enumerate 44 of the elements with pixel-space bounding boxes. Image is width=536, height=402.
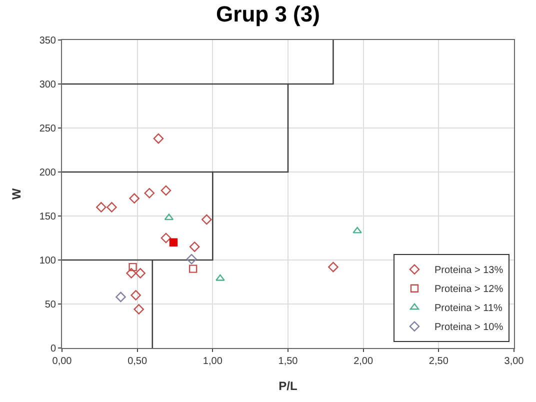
x-tick-label: 2,50 [428,356,449,367]
legend-label: Proteina > 11% [434,303,503,314]
legend-label: Proteina > 13% [434,265,504,276]
y-tick-label: 300 [39,80,56,90]
chart-title: Grup 3 (3) [216,1,320,26]
x-axis-title: P/L [278,378,298,393]
point [130,290,141,300]
point [160,185,172,196]
y-tick-label: 350 [39,36,56,46]
point [106,202,117,212]
y-tick-label: 50 [44,300,56,310]
point [189,242,200,252]
point [188,264,198,273]
point [129,193,140,204]
point [153,133,164,144]
y-tick-label: 100 [39,256,56,266]
point [169,238,178,246]
x-tick-label: 0,50 [128,356,148,367]
y-tick-label: 0 [50,344,56,354]
y-axis-title: W [10,188,24,200]
x-tick-label: 3,00 [504,356,524,367]
point [201,214,212,225]
point [134,304,144,314]
point [352,226,362,234]
point [126,268,136,278]
point [128,262,137,272]
point [160,232,172,244]
point [96,202,106,212]
x-tick-label: 2,00 [354,356,374,367]
point [328,262,338,272]
y-tick-label: 150 [39,212,56,222]
x-tick-label: 0,00 [52,356,72,367]
x-tick-label: 1,50 [278,356,298,367]
point [135,268,146,278]
x-tick-label: 1,00 [202,356,223,367]
y-tick-label: 200 [39,168,56,178]
legend-label: Proteina > 10% [434,322,504,334]
point [186,254,197,264]
point [116,292,126,302]
point [144,188,155,198]
point [216,274,225,281]
point [164,214,174,220]
y-tick-label: 250 [39,124,56,134]
legend-label: Proteina > 12% [434,284,504,296]
